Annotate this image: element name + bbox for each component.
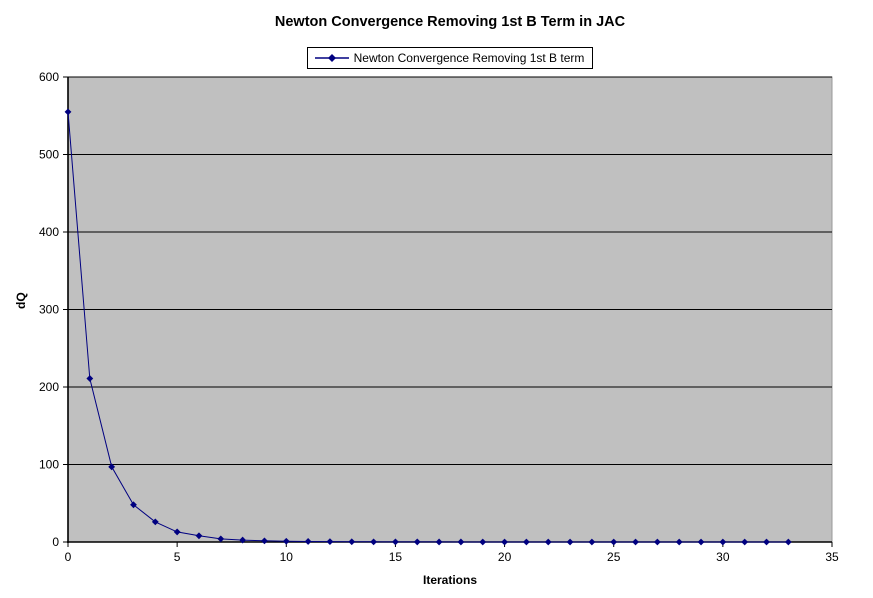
data-point-marker (392, 538, 399, 546)
data-point-marker (523, 538, 530, 546)
data-point-marker (697, 538, 705, 546)
data-point-marker (632, 538, 639, 546)
data-point-marker (217, 535, 225, 543)
x-tick-label: 5 (174, 550, 181, 564)
data-point-marker (195, 532, 203, 540)
x-tick-label: 35 (825, 550, 839, 564)
data-point-marker (261, 537, 268, 545)
data-point-marker (610, 538, 618, 546)
data-point-marker (239, 536, 247, 544)
x-tick-label: 10 (280, 550, 294, 564)
data-point-marker (588, 538, 596, 546)
data-point-marker (413, 538, 421, 546)
y-tick-label: 600 (39, 70, 59, 84)
x-tick-label: 0 (65, 550, 72, 564)
data-point-marker (435, 538, 443, 546)
data-point-marker (130, 501, 137, 509)
legend-series-marker-icon (314, 54, 349, 62)
data-point-marker (151, 518, 159, 526)
y-tick-label: 400 (39, 225, 59, 239)
y-tick-label: 500 (39, 148, 59, 162)
x-tick-label: 20 (498, 550, 512, 564)
y-tick-label: 100 (39, 458, 59, 472)
data-point-marker (173, 528, 181, 536)
data-point-marker (282, 537, 290, 545)
x-tick-label: 15 (389, 550, 403, 564)
y-axis-title: dQ (14, 292, 28, 309)
x-tick-label: 25 (607, 550, 621, 564)
data-point-marker (501, 538, 508, 546)
chart-title: Newton Convergence Removing 1st B Term i… (274, 14, 626, 30)
y-tick-label: 300 (39, 303, 59, 317)
data-point-marker (741, 538, 749, 546)
data-point-marker (304, 538, 312, 545)
data-point-marker (64, 108, 72, 116)
data-point-marker (370, 538, 377, 546)
data-point-marker (653, 538, 661, 546)
x-axis-title: Iterations (422, 573, 477, 587)
data-point-marker (457, 538, 465, 546)
series-line (67, 111, 789, 543)
y-tick-label: 0 (52, 535, 59, 549)
data-point-marker (348, 538, 356, 546)
legend-row: Newton Convergence Removing 1st B term (68, 47, 832, 69)
legend: Newton Convergence Removing 1st B term (306, 47, 594, 69)
data-point-marker (675, 538, 683, 546)
x-tick-label: 30 (716, 550, 730, 564)
data-point-marker (763, 538, 770, 546)
data-point-marker (566, 538, 574, 546)
data-point-marker (479, 538, 487, 546)
legend-series-label: Newton Convergence Removing 1st B term (353, 51, 585, 65)
data-point-marker (86, 375, 94, 382)
data-point-marker (784, 538, 792, 546)
y-tick-label: 200 (39, 380, 59, 394)
data-point-marker (544, 538, 552, 546)
data-point-marker (719, 538, 727, 546)
data-point-marker (108, 463, 116, 471)
data-point-marker (326, 538, 334, 546)
